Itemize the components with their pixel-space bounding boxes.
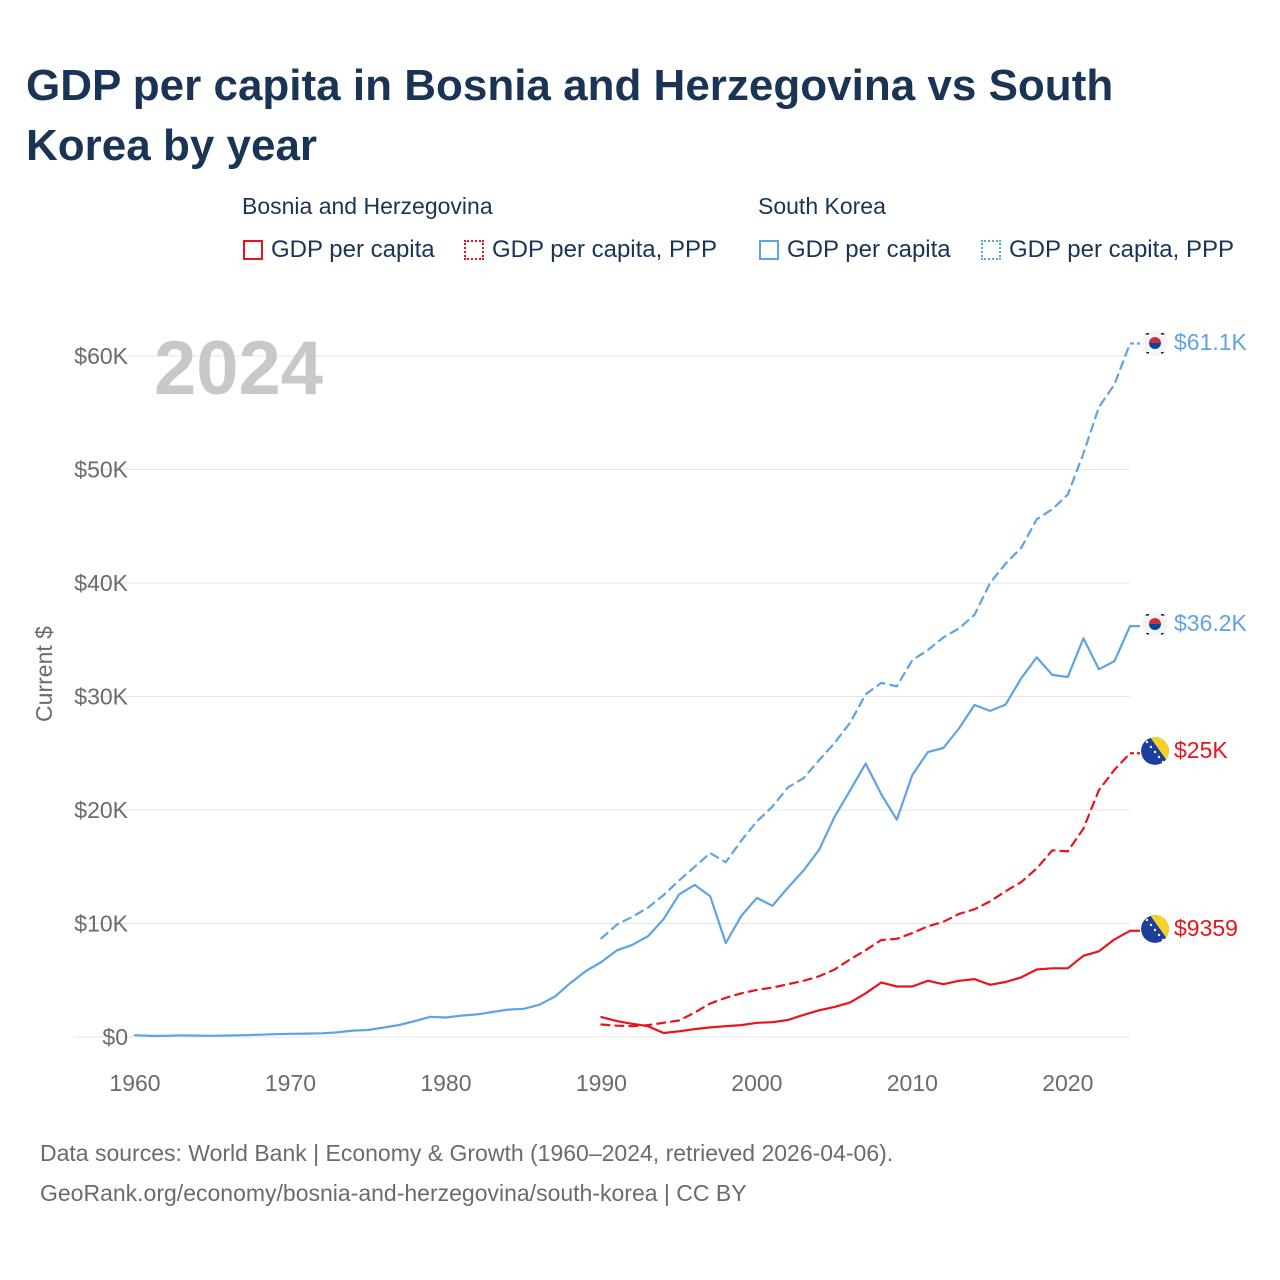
- x-tick-label: 2010: [887, 1070, 938, 1096]
- legend-item-korea-ppp[interactable]: GDP per capita, PPP: [981, 234, 1234, 266]
- series-line-bosnia-and-herzegovina-gdp-per-capita[interactable]: [600, 929, 1132, 1035]
- y-tick-label: $10K: [74, 911, 128, 937]
- legend-swatch-korea-dotted: [981, 240, 1001, 260]
- y-axis-label: Current $: [31, 626, 57, 722]
- axis-ticks: $0 $10K $20K $30K $40K $50K $60K 1960 1970 1980 19…: [74, 343, 1093, 1096]
- series-line-bosnia-and-herzegovina-gdp-per-capita-ppp[interactable]: [600, 752, 1132, 1028]
- legend-swatch-korea-solid: [759, 240, 779, 260]
- year-watermark: 2024: [154, 326, 323, 411]
- legend-swatch-bosnia-solid: [243, 240, 263, 260]
- grid-lines: [75, 355, 1130, 1038]
- y-tick-label: $30K: [74, 684, 128, 710]
- legend-label: GDP per capita: [271, 236, 435, 263]
- legend-group-korea: South Korea: [758, 193, 886, 219]
- y-tick-label: $60K: [74, 343, 128, 369]
- y-tick-label: $40K: [74, 570, 128, 596]
- legend-item-bosnia-gdp[interactable]: GDP per capita: [243, 234, 435, 266]
- footer-sources: Data sources: World Bank | Economy & Gro…: [40, 1140, 894, 1166]
- legend-group-bosnia: Bosnia and Herzegovina: [242, 193, 493, 219]
- legend-item-korea-gdp[interactable]: GDP per capita: [759, 234, 951, 266]
- south-korea-flag-icon: [1142, 330, 1168, 356]
- series-line-south-korea-gdp-per-capita[interactable]: [133, 625, 1132, 1037]
- legend-label: GDP per capita: [787, 236, 951, 263]
- legend-item-bosnia-ppp[interactable]: GDP per capita, PPP: [464, 234, 717, 266]
- bosnia-flag-icon: [1141, 737, 1169, 765]
- y-tick-label: $20K: [74, 797, 128, 823]
- legend-swatch-bosnia-dotted: [464, 240, 484, 260]
- south-korea-flag-icon: [1142, 611, 1168, 637]
- x-tick-label: 1980: [420, 1070, 471, 1096]
- series-lines: [133, 342, 1140, 1037]
- x-tick-label: 1990: [576, 1070, 627, 1096]
- chart-title: GDP per capita in Bosnia and Herzegovina…: [26, 61, 1114, 170]
- end-label-korea-gdp: $36.2K: [1174, 610, 1248, 636]
- end-label-bosnia-gdp: $9359: [1174, 915, 1238, 941]
- y-tick-label: $0: [102, 1024, 128, 1050]
- legend-label: GDP per capita, PPP: [1009, 236, 1234, 263]
- end-label-bosnia-ppp: $25K: [1174, 737, 1228, 763]
- bosnia-flag-icon: [1141, 915, 1169, 943]
- x-tick-label: 2020: [1042, 1070, 1093, 1096]
- x-tick-label: 1960: [109, 1070, 160, 1096]
- series-line-south-korea-gdp-per-capita-ppp[interactable]: [600, 342, 1132, 940]
- end-label-korea-ppp: $61.1K: [1174, 329, 1248, 355]
- x-tick-label: 2000: [731, 1070, 782, 1096]
- x-tick-label: 1970: [265, 1070, 316, 1096]
- y-tick-label: $50K: [74, 457, 128, 483]
- footer-link[interactable]: GeoRank.org/economy/bosnia-and-herzegovi…: [40, 1180, 747, 1206]
- legend-label: GDP per capita, PPP: [492, 236, 717, 263]
